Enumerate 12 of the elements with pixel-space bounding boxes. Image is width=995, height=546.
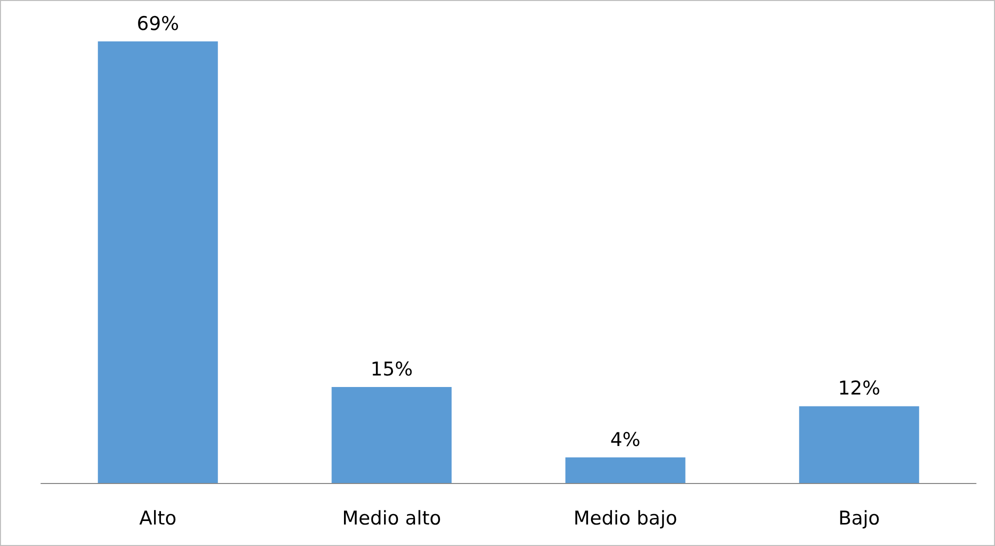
data-label: 69% — [136, 12, 179, 35]
data-label: 12% — [838, 378, 880, 400]
x-tick-label: Bajo — [838, 508, 880, 530]
bar — [98, 41, 218, 483]
data-label: 4% — [610, 428, 640, 451]
x-tick-label: Medio bajo — [574, 508, 678, 530]
x-tick-label: Medio alto — [342, 508, 442, 530]
bar — [799, 406, 920, 483]
bar — [565, 457, 686, 483]
data-label: 15% — [370, 358, 413, 380]
bar — [332, 387, 452, 483]
x-tick-label: Alto — [139, 508, 177, 530]
